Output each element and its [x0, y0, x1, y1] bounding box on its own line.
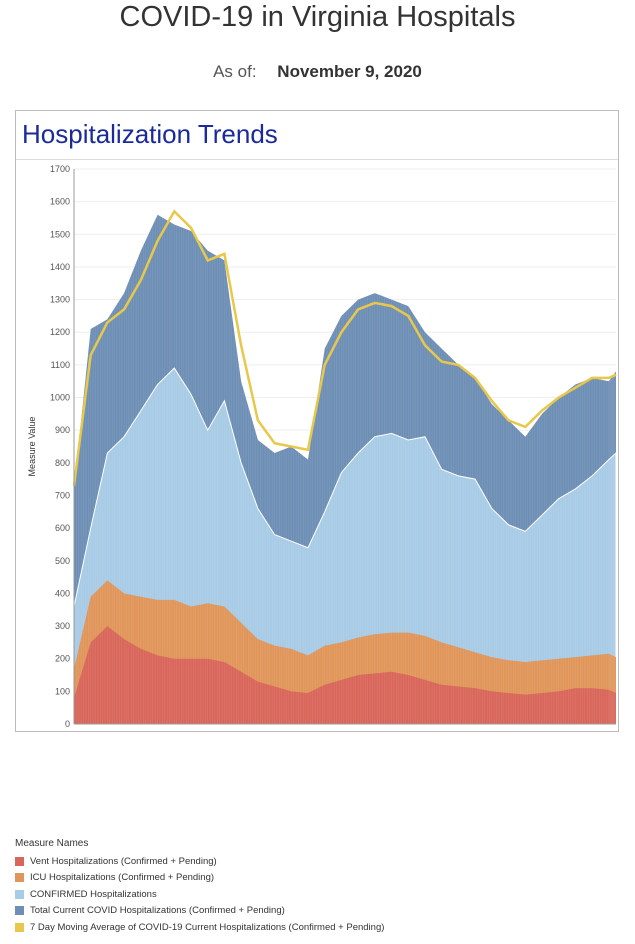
legend-label: CONFIRMED Hospitalizations — [30, 888, 157, 900]
legend-header: Measure Names — [15, 838, 89, 849]
legend-swatch — [15, 856, 24, 866]
y-tick-label: 1600 — [50, 197, 70, 207]
legend-swatch — [15, 922, 24, 932]
hospitalization-chart[interactable]: 0 100 200 300 400 500 600 700 800 900 1000 1100 1200… — [16, 111, 618, 731]
y-tick-label: 1100 — [51, 360, 70, 370]
legend-items: Vent Hospitalizations (Confirmed + Pendi… — [15, 853, 384, 936]
as-of-label: As of: — [213, 62, 257, 81]
panel-divider — [16, 159, 618, 160]
y-tick-label: 700 — [55, 490, 70, 500]
y-tick-label: 900 — [55, 425, 70, 435]
legend-swatch — [15, 906, 24, 916]
legend-item[interactable]: ICU Hospitalizations (Confirmed + Pendin… — [15, 870, 384, 887]
y-tick-label: 1400 — [50, 262, 70, 272]
legend-item[interactable]: Vent Hospitalizations (Confirmed + Pendi… — [15, 853, 384, 870]
area-series-3 — [74, 626, 616, 724]
legend-item[interactable]: CONFIRMED Hospitalizations — [15, 886, 384, 903]
y-tick-label: 500 — [55, 556, 70, 566]
y-tick-label: 600 — [55, 523, 70, 533]
y-axis-title: Measure Value — [27, 417, 37, 477]
as-of-line: As of: November 9, 2020 — [0, 62, 635, 82]
y-tick-label: 100 — [55, 686, 70, 696]
y-tick-label: 300 — [55, 621, 70, 631]
moving-average-line — [72, 209, 617, 486]
y-tick-label: 1300 — [50, 295, 70, 305]
as-of-date: November 9, 2020 — [277, 62, 422, 81]
legend-item[interactable]: Total Current COVID Hospitalizations (Co… — [15, 903, 384, 920]
legend-label: 7 Day Moving Average of COVID-19 Current… — [30, 921, 385, 933]
y-tick-label: 800 — [55, 458, 70, 468]
y-tick-label: 1700 — [50, 164, 70, 174]
legend-label: ICU Hospitalizations (Confirmed + Pendin… — [30, 872, 215, 884]
y-tick-label: 200 — [55, 654, 70, 664]
page-title: COVID-19 in Virginia Hospitals — [119, 1, 516, 33]
hospitalization-trends-panel: Hospitalization Trends 0 100 200 300 400 500 6… — [15, 110, 619, 732]
legend: Measure Names Vent Hospitalizations (Con… — [15, 838, 384, 936]
y-tick-label: 1200 — [50, 327, 70, 337]
legend-swatch — [15, 873, 24, 883]
legend-label: Vent Hospitalizations (Confirmed + Pendi… — [30, 855, 217, 867]
y-tick-label: 0 — [65, 719, 70, 729]
panel-title: Hospitalization Trends — [22, 119, 278, 149]
legend-item[interactable]: 7 Day Moving Average of COVID-19 Current… — [15, 919, 384, 936]
legend-swatch — [15, 889, 24, 899]
legend-label: Total Current COVID Hospitalizations (Co… — [30, 905, 285, 917]
y-tick-label: 1000 — [50, 393, 70, 403]
y-tick-label: 400 — [55, 588, 70, 598]
y-tick-label: 1500 — [50, 229, 70, 239]
